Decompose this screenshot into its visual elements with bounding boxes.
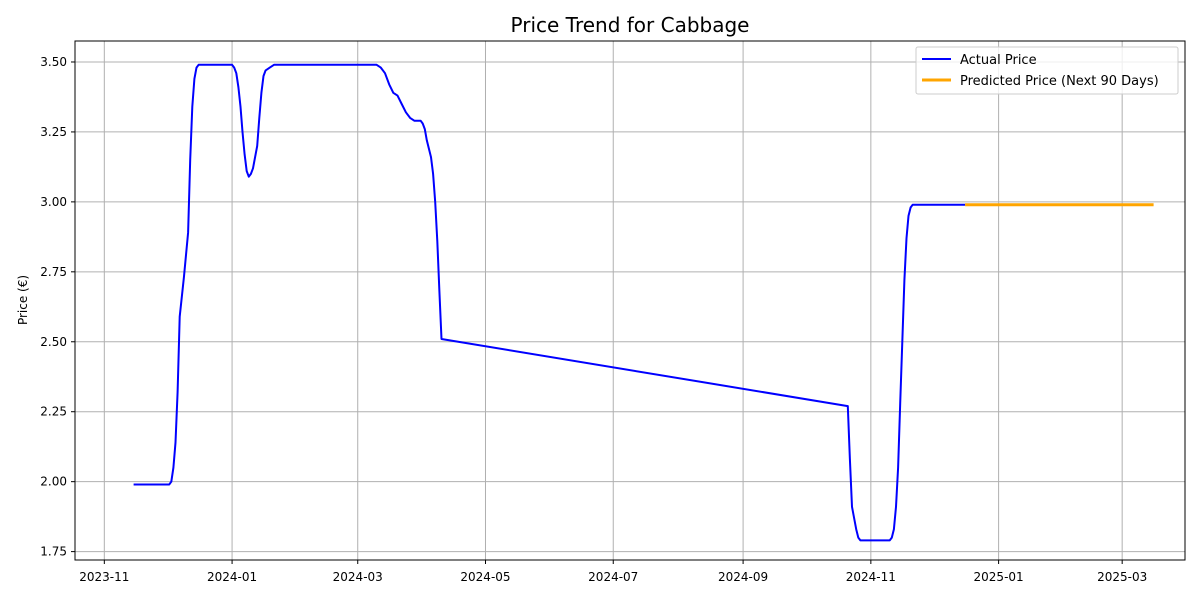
- y-tick-label: 2.25: [40, 405, 67, 419]
- legend: Actual Price Predicted Price (Next 90 Da…: [915, 46, 1179, 95]
- y-tick-label: 3.00: [40, 195, 67, 209]
- grid-layer: [75, 41, 1185, 560]
- series-line-actual-price: [133, 63, 966, 542]
- x-tick-label: 2023-11: [79, 570, 129, 584]
- y-tick-label: 3.25: [40, 125, 67, 139]
- y-tick-label: 3.50: [40, 55, 67, 69]
- y-tick-label: 2.50: [40, 335, 67, 349]
- x-tick-label: 2024-03: [333, 570, 383, 584]
- y-axis: 1.75 2.00 2.25 2.50 2.75 3.00 3.25 3.50: [40, 55, 75, 559]
- x-tick-label: 2025-01: [974, 570, 1024, 584]
- chart-title: Price Trend for Cabbage: [511, 13, 750, 37]
- plot-frame: [74, 40, 1186, 561]
- x-axis: 2023-11 2024-01 2024-03 2024-05 2024-07 2024-…: [79, 560, 1147, 584]
- x-tick-label: 2024-05: [460, 570, 510, 584]
- legend-box: [915, 46, 1179, 95]
- x-tick-label: 2025-03: [1097, 570, 1147, 584]
- y-tick-label: 2.75: [40, 265, 67, 279]
- x-tick-label: 2024-11: [846, 570, 896, 584]
- y-tick-label: 1.75: [40, 545, 67, 559]
- x-tick-label: 2024-01: [207, 570, 257, 584]
- y-tick-label: 2.00: [40, 475, 67, 489]
- y-axis-label: Price (€): [16, 275, 30, 325]
- legend-label-actual-price: Actual Price: [960, 53, 1037, 68]
- legend-label-predicted-price: Predicted Price (Next 90 Days): [960, 74, 1159, 89]
- x-tick-label: 2024-09: [718, 570, 768, 584]
- series-layer: [133, 63, 1154, 542]
- x-tick-label: 2024-07: [588, 570, 638, 584]
